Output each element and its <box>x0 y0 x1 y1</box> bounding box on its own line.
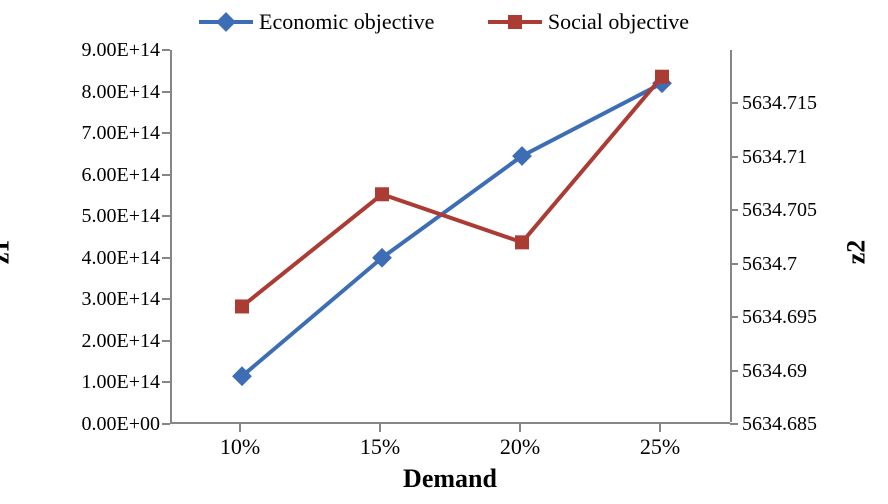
y2-tick-mark <box>730 316 738 318</box>
legend-line-economic <box>199 20 253 24</box>
y2-tick-label: 5634.7 <box>742 253 797 276</box>
legend-label-economic: Economic objective <box>259 9 434 35</box>
x-axis-title: Demand <box>403 464 497 494</box>
diamond-icon <box>216 12 236 32</box>
y1-tick-mark <box>162 298 170 300</box>
series-line <box>242 83 662 376</box>
y1-tick-label: 9.00E+14 <box>82 39 161 62</box>
square-icon <box>655 70 669 84</box>
y1-tick-mark <box>162 423 170 425</box>
y2-tick-label: 5634.71 <box>742 146 807 169</box>
y2-axis-title: z2 <box>841 240 871 265</box>
x-tick-label: 25% <box>640 434 680 460</box>
y1-tick-label: 5.00E+14 <box>82 205 161 228</box>
y1-axis-title: z1 <box>0 240 15 265</box>
y1-tick-label: 8.00E+14 <box>82 81 161 104</box>
y2-tick-mark <box>730 209 738 211</box>
y1-tick-label: 3.00E+14 <box>82 288 161 311</box>
legend-label-social: Social objective <box>548 9 689 35</box>
x-tick-label: 15% <box>360 434 400 460</box>
y1-tick-mark <box>162 174 170 176</box>
y1-tick-label: 4.00E+14 <box>82 247 161 270</box>
y2-tick-label: 5634.715 <box>742 92 817 115</box>
square-icon <box>375 187 389 201</box>
y1-tick-mark <box>162 49 170 51</box>
square-icon <box>508 15 522 29</box>
x-tick-label: 20% <box>500 434 540 460</box>
y2-tick-label: 5634.695 <box>742 306 817 329</box>
y2-tick-mark <box>730 102 738 104</box>
x-tick-mark <box>379 424 381 432</box>
square-icon <box>515 235 529 249</box>
y1-tick-mark <box>162 132 170 134</box>
y2-tick-label: 5634.705 <box>742 199 817 222</box>
y1-tick-mark <box>162 91 170 93</box>
y1-tick-label: 6.00E+14 <box>82 164 161 187</box>
y2-tick-mark <box>730 370 738 372</box>
x-tick-label: 10% <box>220 434 260 460</box>
y2-tick-label: 5634.69 <box>742 360 807 383</box>
y1-tick-label: 7.00E+14 <box>82 122 161 145</box>
y1-tick-mark <box>162 215 170 217</box>
chart-lines <box>172 50 732 424</box>
y2-tick-label: 5634.685 <box>742 413 817 436</box>
series-line <box>242 77 662 307</box>
y1-tick-mark <box>162 381 170 383</box>
x-tick-mark <box>659 424 661 432</box>
square-icon <box>235 299 249 313</box>
y1-tick-label: 2.00E+14 <box>82 330 161 353</box>
plot-area <box>170 50 730 424</box>
legend-item-economic: Economic objective <box>199 9 434 35</box>
y1-tick-label: 0.00E+00 <box>82 413 161 436</box>
legend-line-social <box>488 20 542 24</box>
y2-tick-mark <box>730 423 738 425</box>
y1-tick-label: 1.00E+14 <box>82 371 161 394</box>
legend: Economic objective Social objective <box>0 4 888 35</box>
chart-container: Economic objective Social objective z1 z… <box>0 0 888 504</box>
y2-tick-mark <box>730 156 738 158</box>
x-tick-mark <box>239 424 241 432</box>
y1-tick-mark <box>162 257 170 259</box>
legend-item-social: Social objective <box>488 9 689 35</box>
y1-tick-mark <box>162 340 170 342</box>
x-tick-mark <box>519 424 521 432</box>
y2-tick-mark <box>730 263 738 265</box>
